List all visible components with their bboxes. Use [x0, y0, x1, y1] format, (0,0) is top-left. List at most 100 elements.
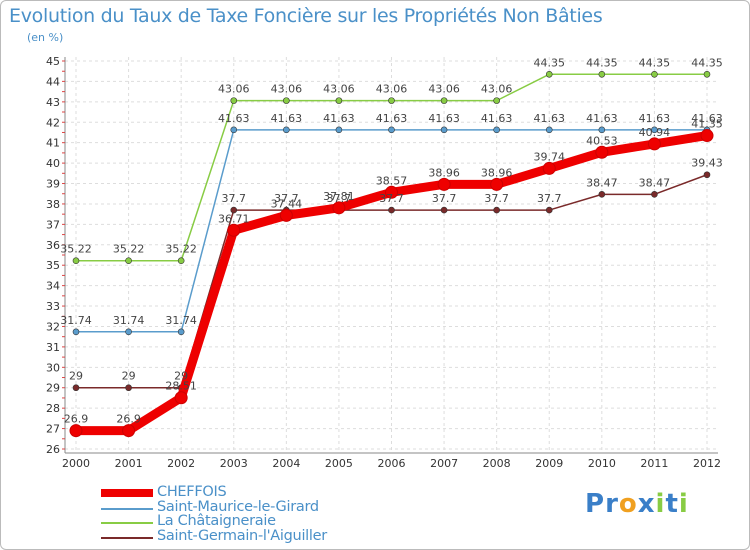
data-label: 41.35 — [691, 118, 723, 131]
data-point — [230, 97, 238, 104]
legend-swatch — [101, 522, 153, 524]
legend-swatch — [101, 507, 153, 510]
data-point — [493, 206, 500, 214]
data-label: 35.22 — [60, 243, 92, 256]
data-label: 37.7 — [327, 192, 352, 205]
data-label: 41.63 — [428, 112, 460, 125]
data-point — [545, 126, 553, 134]
data-label: 35.22 — [113, 243, 145, 256]
data-label: 41.63 — [586, 112, 618, 125]
data-point — [700, 129, 714, 143]
data-label: 41.63 — [271, 112, 303, 125]
data-point — [335, 126, 343, 134]
data-label: 44.35 — [586, 56, 618, 69]
data-point — [125, 328, 132, 336]
data-point — [177, 328, 185, 336]
y-tick-label: 44 — [46, 75, 60, 88]
chart-title: Evolution du Taux de Taxe Foncière sur l… — [9, 5, 603, 27]
logo-letter: t — [665, 489, 679, 519]
y-tick-label: 32 — [46, 320, 60, 333]
data-label: 28.51 — [165, 380, 197, 393]
x-tick-label: 2012 — [693, 457, 721, 470]
data-label: 37.7 — [537, 192, 562, 205]
data-label: 38.47 — [586, 176, 618, 189]
data-point — [388, 126, 395, 134]
data-label: 43.06 — [271, 83, 303, 96]
legend-swatch — [101, 489, 153, 497]
y-tick-label: 40 — [46, 157, 60, 170]
data-point — [332, 201, 346, 215]
y-tick-label: 27 — [46, 423, 60, 436]
data-label: 43.06 — [376, 83, 408, 96]
data-label: 35.22 — [165, 243, 197, 256]
data-point — [230, 126, 238, 134]
data-label: 31.74 — [113, 314, 145, 327]
y-tick-label: 37 — [46, 218, 60, 231]
y-tick-label: 31 — [46, 341, 60, 354]
legend-swatch — [101, 536, 153, 539]
y-tick-label: 29 — [46, 382, 60, 395]
data-label: 41.63 — [323, 112, 355, 125]
data-point — [72, 328, 80, 336]
data-point — [651, 191, 658, 198]
data-label: 39.74 — [534, 150, 566, 163]
data-label: 37.7 — [379, 192, 404, 205]
data-point — [335, 97, 343, 104]
data-point — [230, 206, 238, 214]
y-tick-label: 36 — [46, 239, 60, 252]
y-tick-label: 34 — [46, 280, 60, 293]
y-tick-label: 43 — [46, 96, 60, 109]
data-point — [440, 97, 448, 104]
data-point — [125, 384, 132, 392]
data-point — [440, 126, 448, 134]
y-tick-label: 42 — [46, 116, 60, 129]
data-label: 38.96 — [428, 166, 460, 179]
x-tick-label: 2003 — [220, 457, 248, 470]
x-tick-label: 2005 — [325, 457, 353, 470]
data-point — [440, 206, 448, 214]
data-point — [388, 206, 395, 214]
data-label: 40.94 — [639, 126, 671, 139]
data-label: 29 — [69, 370, 83, 383]
data-point — [703, 70, 711, 78]
logo-letter: o — [618, 489, 638, 519]
data-point — [545, 70, 553, 78]
data-point — [72, 257, 80, 265]
data-label: 37.7 — [432, 192, 457, 205]
data-label: 39.43 — [691, 157, 723, 170]
data-label: 37.7 — [222, 192, 247, 205]
data-label: 26.9 — [64, 413, 89, 426]
data-point — [385, 185, 398, 199]
data-point — [598, 70, 606, 78]
y-tick-label: 38 — [46, 198, 60, 211]
data-point — [72, 384, 80, 392]
data-point — [598, 191, 606, 198]
proxiti-logo: Proxiti — [585, 489, 689, 519]
y-tick-label: 45 — [46, 55, 60, 68]
data-point — [177, 257, 185, 265]
x-tick-label: 2007 — [430, 457, 458, 470]
x-tick-label: 2004 — [272, 457, 300, 470]
data-point — [647, 137, 661, 151]
y-tick-label: 26 — [46, 443, 60, 456]
data-point — [545, 206, 553, 214]
data-point — [437, 177, 451, 191]
logo-letter: r — [605, 489, 619, 519]
data-label: 43.06 — [428, 83, 460, 96]
data-label: 43.06 — [323, 83, 355, 96]
data-label: 38.96 — [481, 166, 513, 179]
data-label: 31.74 — [165, 314, 197, 327]
data-label: 37.81 — [323, 190, 355, 203]
data-label: 41.63 — [639, 112, 671, 125]
data-label: 37.7 — [484, 192, 509, 205]
x-tick-label: 2001 — [115, 457, 143, 470]
data-point — [283, 97, 290, 104]
data-point — [388, 97, 395, 104]
logo-letter: i — [678, 489, 689, 519]
data-point — [595, 145, 609, 159]
data-point — [122, 424, 136, 438]
y-tick-label: 33 — [46, 300, 60, 313]
x-tick-label: 2011 — [640, 457, 668, 470]
data-label: 41.63 — [218, 112, 250, 125]
